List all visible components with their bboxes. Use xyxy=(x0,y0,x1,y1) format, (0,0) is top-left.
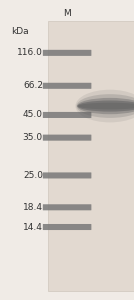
Text: 66.2: 66.2 xyxy=(23,81,43,90)
Ellipse shape xyxy=(78,103,134,110)
Text: M: M xyxy=(63,9,71,18)
FancyBboxPatch shape xyxy=(43,224,91,230)
Ellipse shape xyxy=(75,90,134,122)
Bar xyxy=(48,21,134,291)
Text: 116.0: 116.0 xyxy=(17,48,43,57)
FancyBboxPatch shape xyxy=(43,172,91,178)
Text: 18.4: 18.4 xyxy=(23,203,43,212)
Ellipse shape xyxy=(77,98,134,114)
Text: 25.0: 25.0 xyxy=(23,171,43,180)
FancyBboxPatch shape xyxy=(43,83,91,89)
Ellipse shape xyxy=(76,94,134,118)
Text: 14.4: 14.4 xyxy=(23,223,43,232)
Text: 45.0: 45.0 xyxy=(23,110,43,119)
FancyBboxPatch shape xyxy=(43,135,91,141)
Text: 35.0: 35.0 xyxy=(23,133,43,142)
FancyBboxPatch shape xyxy=(43,50,91,56)
Text: kDa: kDa xyxy=(11,27,29,36)
FancyBboxPatch shape xyxy=(43,112,91,118)
Ellipse shape xyxy=(77,100,134,112)
FancyBboxPatch shape xyxy=(43,204,91,210)
